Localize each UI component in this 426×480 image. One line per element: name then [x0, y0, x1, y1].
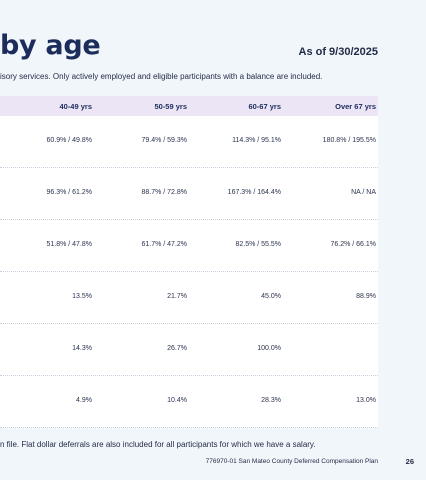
table-cell: 45.0%: [261, 293, 281, 300]
table-header: 40-49 yrs 50-59 yrs 60-67 yrs Over 67 yr…: [0, 96, 378, 116]
table-row: 96.3% / 61.2% 88.7% / 72.8% 167.3% / 164…: [0, 168, 378, 220]
intro-text: isory services. Only actively employed a…: [0, 72, 323, 81]
column-header-60-67: 60-67 yrs: [248, 102, 281, 111]
footnote: n file. Flat dollar deferrals are also i…: [0, 440, 316, 449]
table-cell: 51.8% / 47.8%: [46, 241, 92, 248]
as-of-date: As of 9/30/2025: [298, 46, 379, 58]
table-cell: 26.7%: [167, 345, 187, 352]
table-cell: 14.3%: [72, 345, 92, 352]
table-cell: 79.4% / 59.3%: [141, 137, 187, 144]
column-header-over-67: Over 67 yrs: [335, 102, 376, 111]
table-cell: 76.2% / 66.1%: [330, 241, 376, 248]
table-row: 4.9% 10.4% 28.3% 13.0%: [0, 376, 378, 428]
table-cell: 167.3% / 164.4%: [227, 189, 281, 196]
table-cell: 61.7% / 47.2%: [141, 241, 187, 248]
page-title: by age: [0, 30, 101, 61]
table-cell: 13.5%: [72, 293, 92, 300]
table-cell: 114.3% / 95.1%: [232, 137, 281, 144]
table-cell: 13.0%: [356, 397, 376, 404]
table-cell: NA / NA: [351, 189, 376, 196]
page-number: 26: [405, 457, 414, 466]
table-row: 14.3% 26.7% 100.0%: [0, 324, 378, 376]
table-cell: 21.7%: [167, 293, 187, 300]
column-header-50-59: 50-59 yrs: [154, 102, 187, 111]
plan-footer: 776970-01 San Mateo County Deferred Comp…: [205, 458, 378, 465]
table-row: 51.8% / 47.8% 61.7% / 47.2% 82.5% / 55.5…: [0, 220, 378, 272]
table-cell: 100.0%: [257, 345, 281, 352]
table-cell: 28.3%: [261, 397, 281, 404]
column-header-40-49: 40-49 yrs: [59, 102, 92, 111]
table-row: 60.9% / 49.8% 79.4% / 59.3% 114.3% / 95.…: [0, 116, 378, 168]
table-cell: 60.9% / 49.8%: [46, 137, 92, 144]
table-cell: 88.7% / 72.8%: [141, 189, 187, 196]
table-cell: 96.3% / 61.2%: [46, 189, 92, 196]
age-table: 40-49 yrs 50-59 yrs 60-67 yrs Over 67 yr…: [0, 96, 378, 428]
table-cell: 10.4%: [167, 397, 187, 404]
table-cell: 88.9%: [356, 293, 376, 300]
table-cell: 82.5% / 55.5%: [235, 241, 281, 248]
table-cell: 4.9%: [76, 397, 92, 404]
table-row: 13.5% 21.7% 45.0% 88.9%: [0, 272, 378, 324]
table-cell: 180.8% / 195.5%: [322, 137, 376, 144]
